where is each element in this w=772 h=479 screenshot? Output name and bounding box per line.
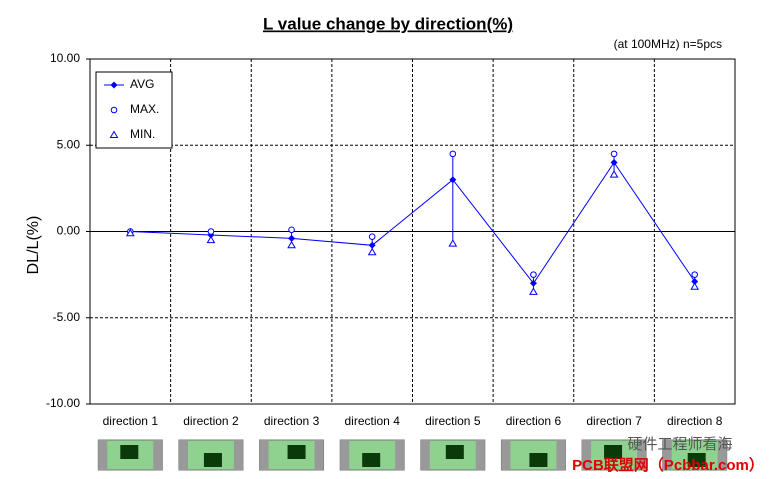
legend-label: MIN. [130,127,155,141]
chip-core [362,453,381,467]
marker [610,159,618,166]
marker [449,176,457,184]
chip-core [529,453,548,467]
y-tick-label: 10.00 [50,51,80,65]
series-line [130,161,696,285]
chip-core [687,453,706,467]
marker [691,278,699,286]
marker [609,170,619,178]
x-tick-label: direction 8 [667,414,723,428]
chip-end [420,440,430,470]
y-tick-label: -10.00 [46,396,80,410]
chip-core [445,445,464,459]
chip-core [287,445,306,459]
x-tick-label: direction 4 [345,414,401,428]
chip-end [98,440,108,470]
chip-end [233,440,243,470]
marker [206,235,216,244]
chart-subtitle: (at 100MHz) n=5pcs [614,37,722,51]
y-tick-label: 5.00 [57,137,81,151]
marker [529,279,537,287]
chip-end [637,440,647,470]
marker [690,282,700,290]
marker [448,239,458,247]
watermark: 硬件工程师看海 [627,436,732,453]
chip-end [153,440,163,470]
watermark: PCB联盟网（Pcbbar.com） [572,456,764,474]
x-tick-label: direction 5 [425,414,481,428]
marker [287,240,296,249]
chip-end [395,440,405,470]
chip-end [501,440,511,470]
marker [109,130,119,138]
chip-core [203,453,222,467]
chip-end [717,440,727,470]
marker [368,233,376,240]
marker [288,226,295,234]
chip-end [662,440,672,470]
y-tick-label: 0.00 [57,224,81,238]
chip-core [120,445,139,459]
marker [529,287,538,295]
chip-core [604,445,623,459]
x-tick-label: direction 1 [103,414,159,428]
marker [288,234,296,242]
y-axis-label: DL/L(%) [25,216,42,275]
chip-end [340,440,350,470]
chip-end [178,440,188,470]
x-tick-label: direction 7 [586,414,642,428]
chip-end [475,440,485,470]
x-tick-label: direction 6 [506,414,562,428]
chip-end [314,440,324,470]
chart-title: L value change by direction(%) [263,14,513,33]
marker [449,150,457,158]
chip-end [259,440,269,470]
legend-label: MAX. [130,102,159,116]
marker [207,228,215,235]
marker [610,150,618,158]
marker [368,241,376,249]
x-tick-label: direction 3 [264,414,320,428]
x-tick-label: direction 2 [183,414,239,428]
legend-label: AVG [130,77,154,91]
chip-end [582,440,592,470]
marker [530,271,537,278]
y-tick-label: -5.00 [53,310,81,324]
chip-end [556,440,566,470]
marker [367,247,377,256]
marker [110,106,118,114]
marker [110,81,118,89]
marker [691,271,698,278]
marker [125,228,135,237]
component-images [97,439,728,471]
